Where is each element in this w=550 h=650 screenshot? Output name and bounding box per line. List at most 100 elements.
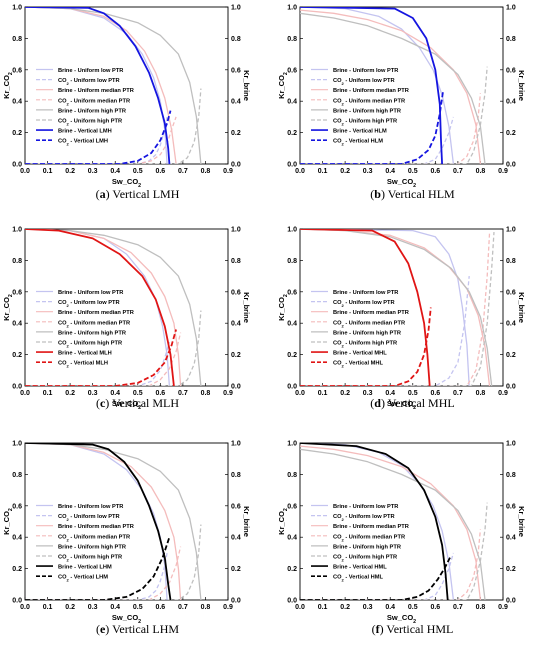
x-tick-label-e-2: 0.2 (65, 604, 75, 611)
y-axis-label-right-c: Kr_brine (242, 292, 251, 323)
legend-label-f-4: Brine - Uniform high PTR (333, 544, 401, 550)
y-tick-label-right-d-2: 0.4 (506, 321, 516, 328)
y-tick-label-left-f-1: 0.2 (287, 566, 297, 573)
legend-label-c-6: Brine - Vertical MLH (58, 351, 112, 357)
legend-label-e-1: CO2 - Uniform low PTR (58, 514, 120, 522)
x-tick-label-f-9: 0.9 (498, 604, 508, 611)
y-axis-label-left-f: Kr_CO2 (277, 508, 289, 535)
x-tick-label-b-4: 0.4 (385, 168, 395, 175)
legend-label-d-3: CO2 - Uniform median PTR (333, 320, 405, 328)
y-tick-label-right-b-4: 0.8 (506, 36, 516, 43)
x-tick-label-f-5: 0.5 (408, 604, 418, 611)
legend-label-c-1: CO2 - Uniform low PTR (58, 300, 120, 308)
caption-b-title: Vertical HLM (388, 187, 455, 201)
legend-label-f-2: Brine - Uniform median PTR (333, 524, 409, 530)
legend-label-e-7: CO2 - Vertical LHM (58, 575, 108, 583)
caption-e: (e) Vertical LHM (0, 622, 275, 637)
y-tick-label-right-a-4: 0.8 (231, 36, 241, 43)
y-tick-label-left-c-4: 0.8 (12, 258, 22, 265)
series-line-d-7 (300, 308, 431, 387)
x-tick-label-b-2: 0.2 (340, 168, 350, 175)
x-tick-label-b-7: 0.7 (453, 168, 463, 175)
y-tick-label-left-b-0: 0.0 (287, 162, 297, 169)
caption-c-title: Vertical MLH (112, 396, 179, 410)
legend-label-a-6: Brine - Vertical LMH (58, 129, 112, 135)
y-tick-label-right-e-3: 0.6 (231, 503, 241, 510)
x-tick-label-f-2: 0.2 (340, 604, 350, 611)
caption-f-title: Vertical HML (386, 622, 453, 636)
x-tick-label-e-6: 0.6 (155, 604, 165, 611)
legend-label-b-5: CO2 - Uniform high PTR (333, 119, 397, 127)
series-line-d-2 (300, 229, 490, 386)
y-tick-label-right-b-3: 0.6 (506, 67, 516, 74)
y-tick-label-right-c-5: 1.0 (231, 227, 241, 234)
caption-e-label: e (100, 622, 105, 636)
y-tick-label-left-e-4: 0.8 (12, 472, 22, 479)
caption-f-label: f (376, 622, 380, 636)
legend-label-f-6: Brine - Vertical HML (333, 565, 387, 571)
legend-label-f-0: Brine - Uniform low PTR (333, 504, 398, 510)
legend-label-b-1: CO2 - Uniform low PTR (333, 78, 395, 86)
y-tick-label-right-e-2: 0.4 (231, 535, 241, 542)
y-tick-label-left-d-1: 0.2 (287, 352, 297, 359)
y-tick-label-right-a-3: 0.6 (231, 67, 241, 74)
y-tick-label-left-a-0: 0.0 (12, 162, 22, 169)
y-tick-label-right-d-3: 0.6 (506, 289, 516, 296)
x-tick-label-a-4: 0.4 (110, 168, 120, 175)
y-tick-label-left-e-5: 1.0 (12, 441, 22, 448)
legend-label-f-7: CO2 - Vertical HML (333, 575, 383, 583)
x-tick-label-f-8: 0.8 (476, 604, 486, 611)
y-tick-label-left-e-0: 0.0 (12, 598, 22, 605)
y-tick-label-left-a-2: 0.4 (12, 99, 22, 106)
y-tick-label-left-b-1: 0.2 (287, 130, 297, 137)
legend-label-c-7: CO2 - Vertical MLH (58, 361, 108, 369)
legend-label-d-1: CO2 - Uniform low PTR (333, 300, 395, 308)
y-tick-label-right-b-5: 1.0 (506, 5, 516, 12)
y-tick-label-right-d-4: 0.8 (506, 258, 516, 265)
legend-label-a-7: CO2 - Vertical LMH (58, 139, 108, 147)
y-axis-label-left-a: Kr_CO2 (2, 72, 14, 99)
y-tick-label-left-d-4: 0.8 (287, 258, 297, 265)
x-tick-label-a-0: 0.0 (20, 168, 30, 175)
legend-label-b-3: CO2 - Uniform median PTR (333, 98, 405, 106)
chart-b: 0.0 0.1 0.2 0.3 0.4 0.5 0.6 0.7 0.8 0.90.0 0.00.2 0… (277, 5, 526, 190)
chart-e: 0.0 0.1 0.2 0.3 0.4 0.5 0.6 0.7 0.8 0.90.0 0.00.2 0… (2, 441, 251, 626)
y-tick-label-left-f-2: 0.4 (287, 535, 297, 542)
x-tick-label-f-6: 0.6 (430, 604, 440, 611)
caption-c-label: c (100, 396, 105, 410)
y-tick-label-left-c-1: 0.2 (12, 352, 22, 359)
x-tick-label-b-5: 0.5 (408, 168, 418, 175)
x-tick-label-e-7: 0.7 (178, 604, 188, 611)
legend-label-d-5: CO2 - Uniform high PTR (333, 341, 397, 349)
legend-label-b-6: Brine - Vertical HLM (333, 129, 387, 135)
y-axis-label-right-a: Kr_brine (242, 70, 251, 101)
legend-label-c-3: CO2 - Uniform median PTR (58, 320, 130, 328)
y-tick-label-left-f-4: 0.8 (287, 472, 297, 479)
y-tick-label-left-c-2: 0.4 (12, 321, 22, 328)
x-tick-label-e-8: 0.8 (201, 604, 211, 611)
legend-label-d-7: CO2 - Vertical MHL (333, 361, 383, 369)
y-tick-label-right-e-0: 0.0 (231, 598, 241, 605)
x-tick-label-e-1: 0.1 (43, 604, 53, 611)
x-tick-label-a-3: 0.3 (88, 168, 98, 175)
caption-a: (a) Vertical LMH (0, 187, 275, 202)
x-tick-label-e-9: 0.9 (223, 604, 233, 611)
legend-label-a-2: Brine - Uniform median PTR (58, 88, 134, 94)
y-tick-label-right-c-3: 0.6 (231, 289, 241, 296)
legend-label-c-2: Brine - Uniform median PTR (58, 310, 134, 316)
x-tick-label-e-3: 0.3 (88, 604, 98, 611)
y-axis-label-right-b: Kr_brine (517, 70, 526, 101)
legend-label-e-3: CO2 - Uniform median PTR (58, 534, 130, 542)
y-tick-label-right-c-0: 0.0 (231, 384, 241, 391)
x-tick-label-e-4: 0.4 (110, 604, 120, 611)
caption-e-title: Vertical LHM (112, 622, 179, 636)
x-tick-label-e-0: 0.0 (20, 604, 30, 611)
x-tick-label-f-3: 0.3 (363, 604, 373, 611)
plot-frame-c (25, 229, 228, 386)
x-tick-label-a-7: 0.7 (178, 168, 188, 175)
caption-c: (c) Vertical MLH (0, 396, 275, 411)
caption-d: (d) Vertical MHL (275, 396, 550, 411)
y-tick-label-right-d-5: 1.0 (506, 227, 516, 234)
